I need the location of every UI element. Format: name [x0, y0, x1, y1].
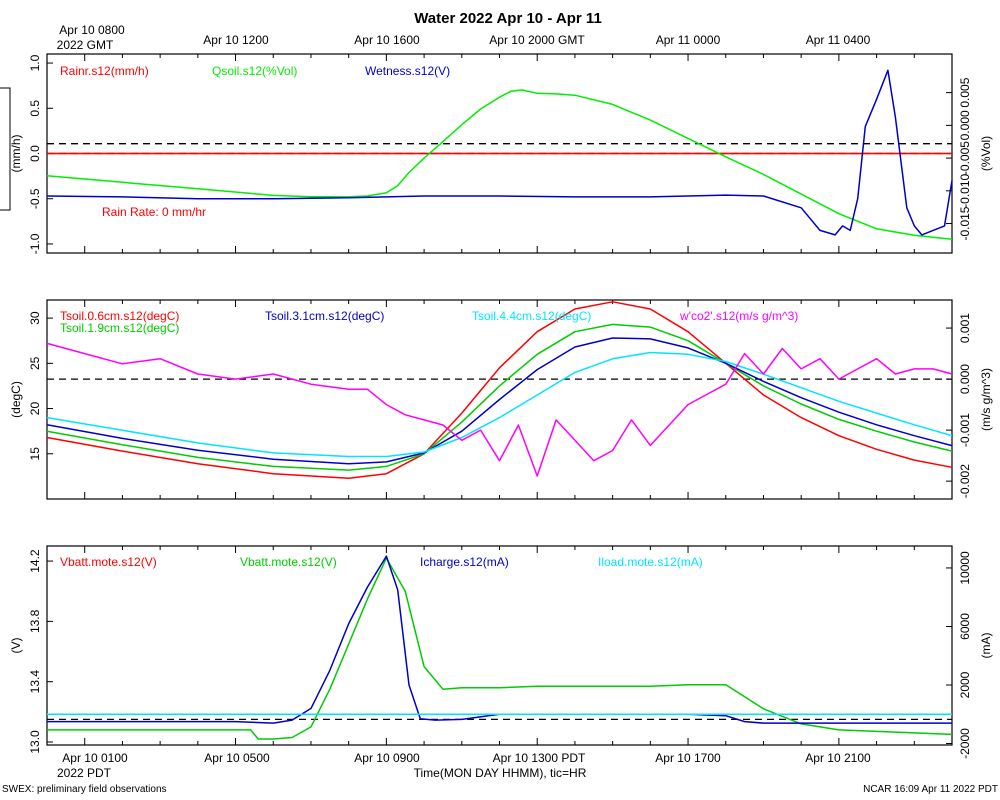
left-axis-tick-label: 1.0 [28, 54, 42, 71]
right-axis-tick-label: -0.001 [958, 413, 972, 447]
left-axis-tick-label: 0.5 [28, 100, 42, 117]
legend-entry: Vbatt.mote.s12(V) [60, 555, 157, 569]
bottom-axis-label-2: Apr 10 0500 [204, 751, 270, 765]
legend-entry: Icharge.s12(mA) [420, 555, 509, 569]
series-line-1 [46, 323, 953, 471]
right-axis-tick-label: 0.000 [958, 364, 972, 394]
legend-entry: Tsoil.1.9cm.s12(degC) [60, 321, 179, 335]
series-line-2 [46, 337, 953, 465]
top-axis-first-label-line1: Apr 10 0800 [59, 23, 125, 37]
series-line-1 [46, 89, 953, 241]
left-axis-tick-label: 13.0 [28, 730, 42, 754]
bottom-axis-label-6: Apr 10 2100 [805, 751, 871, 765]
right-axis-tick-label: 6000 [958, 613, 972, 640]
legend-entry: Vbatt.mote.s12(V) [240, 555, 337, 569]
left-axis-tick-label: 13.8 [28, 609, 42, 633]
bottom-axis-label-3: Apr 10 0900 [354, 751, 420, 765]
left-axis-tick-label: 25 [28, 356, 42, 370]
bottom-axis-label-1: Apr 10 0100 [62, 751, 128, 765]
series-line-2 [47, 555, 952, 724]
legend-entry: w'co2'.s12(m/s g/m^3) [679, 309, 798, 323]
legend-entry: Qsoil.s12(%Vol) [212, 64, 297, 78]
left-axis-tick-label: -1.0 [28, 233, 42, 254]
left-axis-tick-label: -0.5 [28, 188, 42, 209]
left-axis-tick-label: 20 [28, 402, 42, 416]
left-axis-tick-label: 0.0 [28, 145, 42, 162]
top-axis-label-1: Apr 10 1200 [203, 33, 269, 47]
legend-entry: Rainr.s12(mm/h) [60, 64, 149, 78]
left-axis-tick-label: 14.2 [28, 549, 42, 573]
legend-entry: Tsoil.4.4cm.s12(degC) [472, 309, 591, 323]
legend-entry: Iload.mote.s12(mA) [598, 555, 703, 569]
right-axis-tick-label: -0.002 [958, 464, 972, 498]
plot-frame [46, 545, 953, 746]
right-axis-title: (%Vol) [979, 136, 993, 171]
panel-battery-current: 14.2 13.8 13.4 13.0 (V) 10000 6000 2000 -2000 (mA… [9, 545, 993, 759]
top-axis-label-3: Apr 10 2000 GMT [489, 33, 585, 47]
left-axis-title: (degC) [9, 381, 23, 418]
panel-soil-temperature: 30 25 20 15 (degC) 0.001 0.000 -0.001 -0.002 (m/s… [9, 299, 993, 500]
left-axis-title: (mm/h) [9, 135, 23, 173]
left-axis-title: (V) [9, 638, 23, 654]
series-line-0 [46, 301, 953, 479]
legend-entry: Wetness.s12(V) [365, 64, 450, 78]
top-axis-first-label-line2: 2022 GMT [57, 38, 114, 52]
right-axis-tick-label: 0.001 [958, 313, 972, 343]
series-line-4 [46, 342, 953, 477]
series-line-2 [46, 69, 953, 236]
right-axis-tick-label: 0.000 [958, 110, 972, 140]
right-axis-tick-label: -0.005 [958, 141, 972, 175]
chart-title: Water 2022 Apr 10 - Apr 11 [414, 10, 602, 27]
right-axis-tick-label: -2000 [958, 728, 972, 759]
left-axis-tick-label: 15 [28, 447, 42, 461]
footer-right-note: NCAR 16:09 Apr 11 2022 PDT [863, 784, 998, 795]
bottom-axis-label-4: Apr 10 1300 PDT [493, 751, 586, 765]
right-axis-tick-label: 0.005 [958, 77, 972, 107]
top-axis-label-4: Apr 11 0000 [656, 33, 721, 47]
top-axis-label-5: Apr 11 0400 [806, 33, 871, 47]
left-axis-tick-label: 13.4 [28, 670, 42, 694]
series-line-3 [46, 351, 953, 458]
footer-left-note: SWEX: preliminary field observations [2, 784, 167, 795]
rain-rate-annotation: Rain Rate: 0 mm/hr [102, 205, 206, 219]
bottom-axis-label-5: Apr 10 1700 [655, 751, 721, 765]
legend-entry: Tsoil.0.6cm.s12(degC) [60, 309, 179, 323]
right-axis-title: (m/s g/m^3) [979, 368, 993, 431]
right-axis-tick-label: -0.015 [958, 206, 972, 240]
legend-entry: Tsoil.3.1cm.s12(degC) [265, 309, 384, 323]
right-axis-tick-label: 10000 [958, 551, 972, 585]
right-axis-title: (mA) [979, 633, 993, 659]
series-line-1 [47, 557, 953, 740]
right-axis-tick-label: -0.010 [958, 173, 972, 207]
bottom-axis-year-label: 2022 PDT [57, 766, 112, 780]
x-axis-title: Time(MON DAY HHMM), tic=HR [414, 766, 587, 780]
right-axis-tick-label: 2000 [958, 671, 972, 698]
panel-rain-soil-moisture: 1.00.50.0-0.5-1.0(mm/h)0.0050.000-0.005-… [9, 53, 993, 254]
left-edge-bracket [0, 87, 11, 211]
top-axis-label-2: Apr 10 1600 [354, 33, 420, 47]
left-axis-tick-label: 30 [28, 311, 42, 325]
